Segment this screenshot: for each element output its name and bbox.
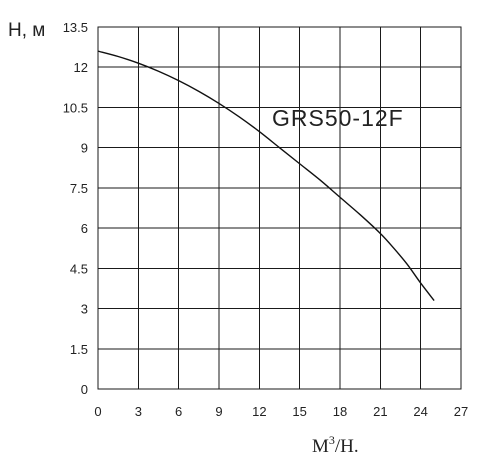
y-tick-label: 1.5 xyxy=(70,342,88,357)
y-axis-title: H, м xyxy=(8,20,45,41)
x-tick-label: 3 xyxy=(135,404,142,419)
y-tick-label: 6 xyxy=(81,221,88,236)
series-line-grs50-12f xyxy=(97,50,435,301)
x-tick-label: 18 xyxy=(333,404,347,419)
x-tick-label: 27 xyxy=(454,404,468,419)
x-axis-title: M3/H. xyxy=(312,433,359,457)
x-tick-label: 12 xyxy=(252,404,266,419)
x-axis-title-superscript: 3 xyxy=(329,433,335,447)
y-tick-label: 9 xyxy=(81,141,88,156)
y-tick-label: 13.5 xyxy=(63,20,88,35)
x-axis-title-rest: /H. xyxy=(335,436,359,457)
y-tick-label: 7.5 xyxy=(70,181,88,196)
x-tick-label: 21 xyxy=(373,404,387,419)
x-tick-label: 9 xyxy=(215,404,222,419)
y-tick-label: 10.5 xyxy=(63,100,88,115)
plot-frame xyxy=(97,26,462,390)
y-tick-label: 0 xyxy=(81,382,88,397)
grid xyxy=(97,26,462,390)
x-axis-title-base: M xyxy=(312,436,329,457)
x-axis-ticks: 0 3 6 9 12 15 18 21 24 27 xyxy=(94,404,468,419)
curve-layer xyxy=(97,50,435,301)
x-tick-label: 6 xyxy=(175,404,182,419)
x-tick-label: 24 xyxy=(413,404,427,419)
x-tick-label: 15 xyxy=(292,404,306,419)
y-tick-label: 12 xyxy=(74,60,88,75)
y-axis-ticks: 0 1.5 3 4.5 6 7.5 9 10.5 12 13.5 xyxy=(63,20,88,397)
x-tick-label: 0 xyxy=(94,404,101,419)
y-tick-label: 4.5 xyxy=(70,261,88,276)
y-tick-label: 3 xyxy=(81,302,88,317)
series-label-grs50-12f: GRS50-12F xyxy=(272,105,404,131)
